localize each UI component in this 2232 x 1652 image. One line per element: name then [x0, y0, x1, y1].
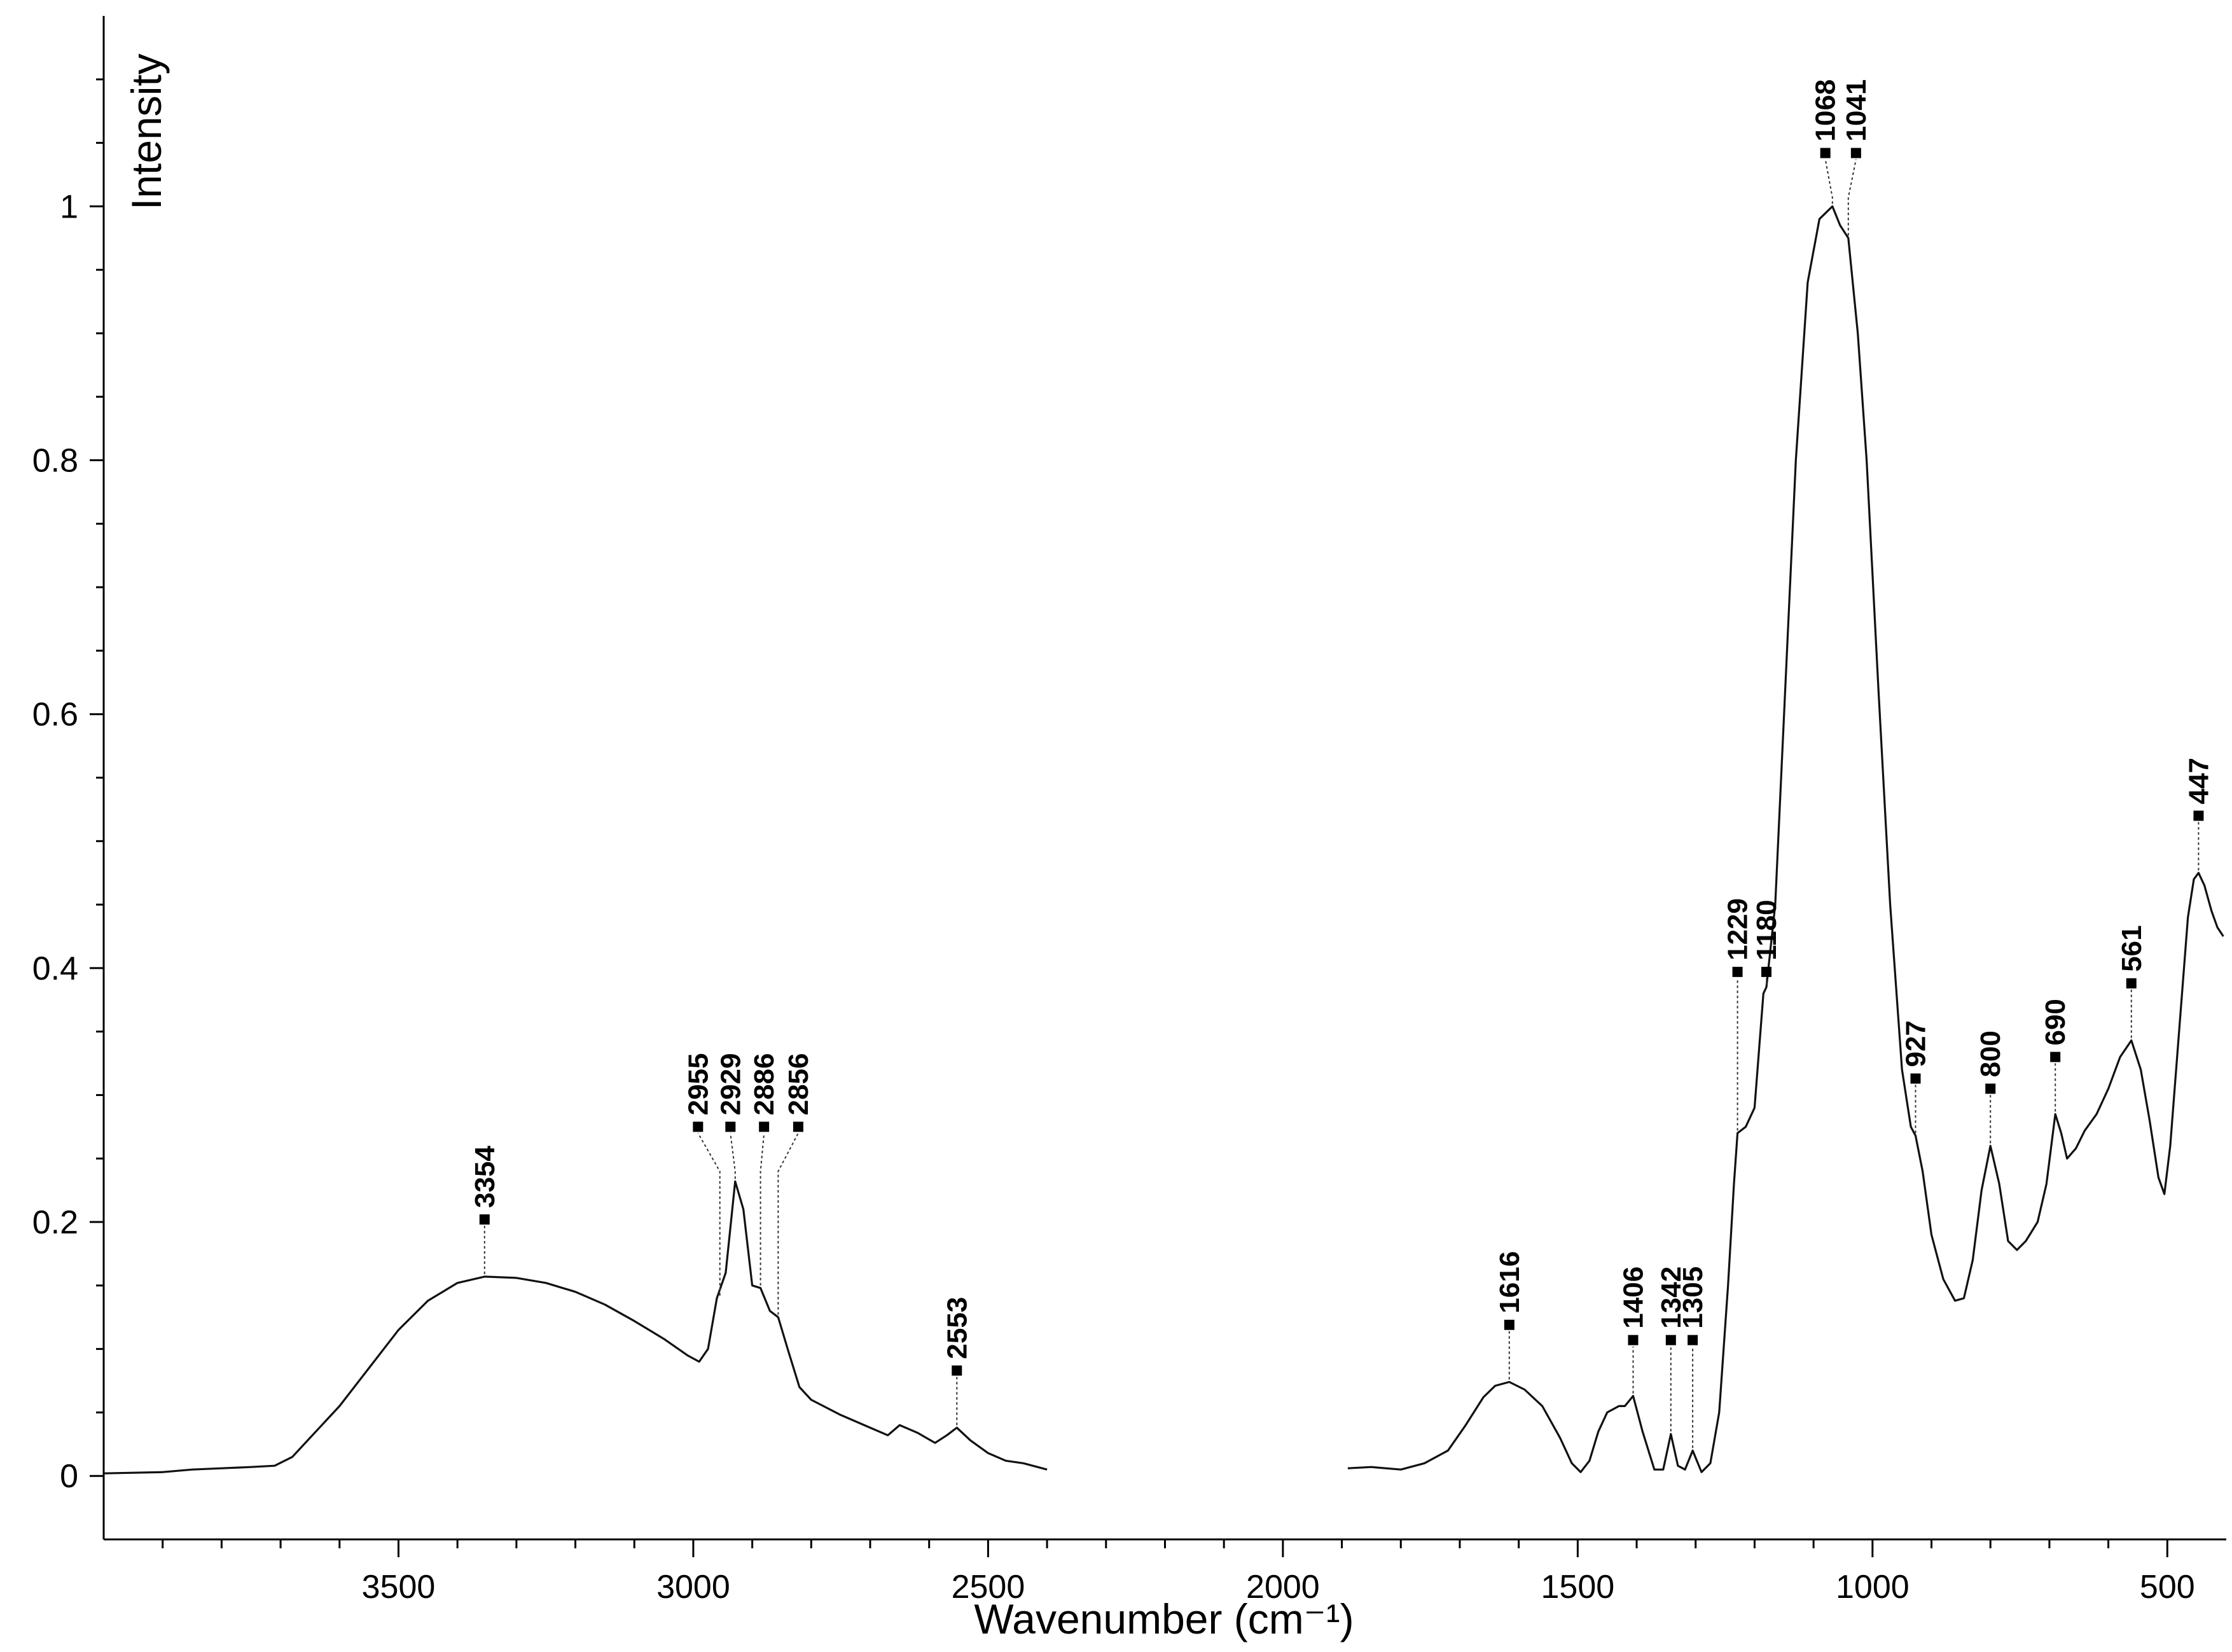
- x-tick-label: 2000: [1246, 1569, 1320, 1606]
- peak-label: 1305: [1677, 1267, 1709, 1329]
- peak-label: 800: [1975, 1031, 2006, 1077]
- peak-marker: [479, 1214, 490, 1225]
- peak-label: 690: [2040, 999, 2071, 1045]
- y-tick-label: 0.8: [32, 443, 78, 480]
- peak-marker: [952, 1365, 962, 1376]
- peak-marker: [759, 1121, 770, 1132]
- x-ticks: 3500 3000 2500 2000 1500 1000 500: [162, 1539, 2195, 1606]
- y-tick-label: 0.4: [32, 950, 78, 987]
- peak-label: 1406: [1618, 1267, 1649, 1329]
- x-tick-label: 500: [2140, 1569, 2195, 1606]
- peak-label: 2886: [749, 1053, 780, 1116]
- peak-marker: [1628, 1335, 1639, 1345]
- peak-annotations: 3354 2955 2929 2886 2856 2553 1616 1406 13421305…: [469, 80, 2214, 1448]
- peak-marker: [2126, 978, 2137, 989]
- spectrum-line: [103, 1180, 1048, 1475]
- peak-marker: [793, 1121, 803, 1132]
- peak-leader-line: [777, 1132, 799, 1315]
- y-tick-label: 0.6: [32, 697, 78, 733]
- axes: [102, 16, 2226, 1541]
- y-tick-label: 0: [60, 1458, 78, 1495]
- peak-marker: [1688, 1335, 1698, 1345]
- x-tick-label: 3000: [656, 1569, 730, 1606]
- peak-label: 561: [2116, 925, 2147, 971]
- peak-label: 1068: [1810, 80, 1841, 142]
- peak-label: 1229: [1723, 898, 1754, 961]
- peak-marker: [1910, 1073, 1921, 1084]
- peak-leader-line: [759, 1133, 765, 1286]
- peak-marker: [1665, 1335, 1676, 1345]
- peak-leader-line: [1824, 159, 1833, 204]
- peak-label: 447: [2183, 758, 2214, 804]
- peak-label: 2856: [783, 1053, 814, 1116]
- y-ticks: 0 0.2 0.4 0.6 0.8 1: [32, 78, 104, 1495]
- peak-marker: [1985, 1083, 1996, 1094]
- peak-marker: [725, 1121, 736, 1132]
- y-tick-label: 1: [60, 188, 78, 225]
- x-tick-label: 1000: [1836, 1569, 1910, 1606]
- y-tick-label: 0.2: [32, 1204, 78, 1241]
- peak-label: 2553: [941, 1297, 973, 1359]
- x-tick-label: 3500: [362, 1569, 436, 1606]
- peak-marker: [1732, 966, 1743, 977]
- peak-leader-line: [730, 1133, 736, 1179]
- spectrum-line: [1347, 205, 2224, 1473]
- y-axis-title: Intensity: [123, 53, 170, 210]
- plot-area: [103, 205, 2224, 1475]
- peak-leader-line: [1847, 159, 1857, 236]
- peak-marker: [693, 1121, 704, 1132]
- x-tick-label: 2500: [952, 1569, 1025, 1606]
- peak-marker: [2050, 1052, 2061, 1062]
- peak-label: 1616: [1494, 1251, 1525, 1314]
- peak-marker: [1504, 1319, 1515, 1330]
- peak-marker: [2193, 810, 2204, 821]
- peak-marker: [1820, 148, 1831, 158]
- x-tick-label: 1500: [1541, 1569, 1615, 1606]
- peak-label: 1180: [1751, 899, 1782, 960]
- peak-marker: [1761, 966, 1771, 977]
- peak-label: 2929: [715, 1053, 746, 1116]
- peak-label: 3354: [469, 1146, 501, 1208]
- peak-label: 927: [1901, 1020, 1932, 1067]
- peak-marker: [1850, 148, 1861, 158]
- peak-label: 2955: [683, 1053, 714, 1116]
- peak-label: 1041: [1841, 80, 1872, 142]
- peak-label: 1342: [1656, 1267, 1687, 1329]
- peak-leader-line: [697, 1132, 721, 1296]
- x-axis-title: Wavenumber (cm⁻¹): [974, 1595, 1354, 1642]
